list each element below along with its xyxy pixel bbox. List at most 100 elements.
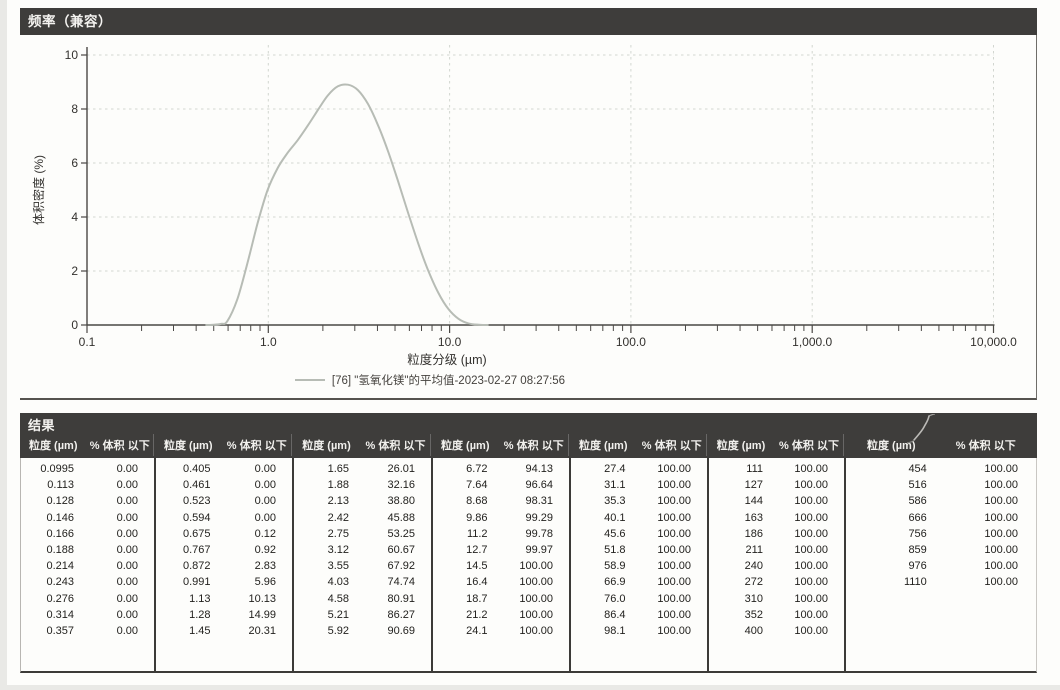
size-cell: 400 xyxy=(744,624,764,637)
table-row: 516 100.00 xyxy=(846,477,1034,493)
size-cell: 0.461 xyxy=(183,479,211,492)
size-cell: 0.243 xyxy=(46,576,75,589)
size-cell: 12.7 xyxy=(466,543,488,556)
pct-cell: 99.97 xyxy=(525,543,553,556)
x-tick-label: 10.0 xyxy=(438,335,462,349)
results-body: 0.0995 0.00 0.113 0.00 0.128 0.00 0.146 0.00 0.1… xyxy=(20,458,1037,673)
results-group: 0.405 0.00 0.461 0.00 0.523 0.00 0.594 0.00 0.67… xyxy=(154,458,292,671)
page-left-edge xyxy=(0,0,7,690)
pct-cell: 53.25 xyxy=(387,527,415,540)
table-row: 6.72 94.13 xyxy=(433,461,569,477)
table-row: 66.9 100.00 xyxy=(571,574,707,590)
frequency-curve xyxy=(205,83,489,326)
size-column-header: 粒度 (µm) xyxy=(302,440,351,452)
size-cell: 454 xyxy=(908,463,927,475)
pct-cell: 45.88 xyxy=(387,511,415,524)
x-tick-label: 10,000.0 xyxy=(970,335,1017,349)
pct-cell: 26.01 xyxy=(387,463,415,475)
size-cell: 976 xyxy=(908,560,927,573)
size-cell: 310 xyxy=(744,592,764,605)
table-row: 310 100.00 xyxy=(709,591,844,607)
pct-cell: 100.00 xyxy=(794,479,828,492)
table-row: 0.461 0.00 xyxy=(156,477,292,493)
size-cell: 0.166 xyxy=(46,527,75,540)
pct-cell: 0.00 xyxy=(116,624,138,637)
pct-cell: 0.12 xyxy=(254,527,276,540)
pct-cell: 100.00 xyxy=(794,592,828,605)
size-cell: 0.113 xyxy=(47,479,75,492)
pct-cell: 100.00 xyxy=(794,608,828,621)
table-row: 352 100.00 xyxy=(709,607,844,623)
table-row: 0.991 5.96 xyxy=(156,574,292,590)
frequency-panel-header: 频率（兼容） xyxy=(20,8,1037,35)
results-group: 0.0995 0.00 0.113 0.00 0.128 0.00 0.146 0.00 0.1… xyxy=(21,458,154,671)
size-cell: 0.872 xyxy=(183,560,211,573)
size-cell: 1.65 xyxy=(327,463,350,475)
pct-cell: 99.78 xyxy=(525,527,553,540)
column-header-group: 粒度 (µm) % 体积 以下 xyxy=(568,434,706,456)
size-cell: 66.9 xyxy=(604,576,626,589)
table-row: 272 100.00 xyxy=(709,574,844,590)
pct-cell: 100.00 xyxy=(794,495,828,508)
pct-cell: 38.80 xyxy=(387,495,415,508)
table-row: 0.767 0.92 xyxy=(156,542,292,558)
size-cell: 3.12 xyxy=(327,543,350,556)
table-row: 0.405 0.00 xyxy=(156,461,292,477)
table-row: 211 100.00 xyxy=(709,542,844,558)
pct-cell: 0.00 xyxy=(116,608,138,621)
x-axis-label: 粒度分级 (µm) xyxy=(407,353,487,367)
size-cell: 666 xyxy=(908,511,927,524)
pct-cell: 100.00 xyxy=(794,543,828,556)
pct-cell: 100.00 xyxy=(794,560,828,573)
pct-cell: 100.00 xyxy=(519,576,553,589)
pct-cell: 0.00 xyxy=(254,511,276,524)
size-cell: 186 xyxy=(744,527,764,540)
table-row: 45.6 100.00 xyxy=(571,526,707,542)
pct-cell: 80.91 xyxy=(387,592,415,605)
x-tick-label: 100.0 xyxy=(616,335,646,349)
table-row: 21.2 100.00 xyxy=(433,607,569,623)
results-panel: 结果 粒度 (µm)% 体积 以下 粒度 (µm)% 体积 以下 粒度 (µm)% … xyxy=(20,413,1037,673)
size-cell: 8.68 xyxy=(466,495,488,508)
pct-cell: 32.16 xyxy=(387,479,415,492)
legend-label: [76] "氢氧化镁"的平均值-2023-02-27 08:27:56 xyxy=(331,375,566,387)
pct-cell: 0.00 xyxy=(116,463,138,475)
table-row: 24.1 100.00 xyxy=(433,623,569,639)
table-row: 1.88 32.16 xyxy=(294,477,431,493)
size-cell: 756 xyxy=(908,527,927,540)
table-row: 0.128 0.00 xyxy=(21,493,154,509)
column-header-group: 粒度 (µm) % 体积 以下 xyxy=(291,434,430,456)
size-column-header: 粒度 (µm) xyxy=(163,440,213,452)
table-row: 8.68 98.31 xyxy=(433,493,569,509)
size-cell: 240 xyxy=(744,560,764,573)
size-cell: 2.75 xyxy=(327,527,350,540)
results-column-headers: 粒度 (µm)% 体积 以下 粒度 (µm)% 体积 以下 粒度 (µm)% 体积 … xyxy=(20,434,1037,456)
table-row: 51.8 100.00 xyxy=(571,542,707,558)
table-row: 144 100.00 xyxy=(709,493,844,509)
size-cell: 6.72 xyxy=(466,463,488,475)
size-cell: 0.523 xyxy=(183,495,211,508)
size-cell: 27.4 xyxy=(604,463,626,475)
pct-cell: 60.67 xyxy=(387,543,415,556)
pct-cell: 20.31 xyxy=(248,624,276,637)
table-row: 0.113 0.00 xyxy=(21,477,154,493)
pct-cell: 100.00 xyxy=(794,527,828,540)
size-cell: 516 xyxy=(908,479,927,492)
table-row: 0.276 0.00 xyxy=(21,591,154,607)
table-row: 98.1 100.00 xyxy=(571,623,707,639)
table-row: 5.92 90.69 xyxy=(294,623,431,639)
pct-cell: 100.00 xyxy=(794,576,828,589)
table-row: 756 100.00 xyxy=(846,526,1034,542)
table-row: 976 100.00 xyxy=(846,558,1034,574)
table-row: 12.7 99.97 xyxy=(433,542,569,558)
size-cell: 586 xyxy=(908,495,927,508)
column-header-group: 粒度 (µm) % 体积 以下 xyxy=(20,434,153,456)
pct-cell: 5.96 xyxy=(254,576,276,589)
y-tick-label: 10 xyxy=(65,48,79,62)
size-cell: 1.88 xyxy=(327,479,350,492)
size-cell: 0.188 xyxy=(46,543,75,556)
table-row: 0.243 0.00 xyxy=(21,574,154,590)
chart-legend: [76] "氢氧化镁"的平均值-2023-02-27 08:27:56 xyxy=(180,372,680,388)
size-cell: 0.0995 xyxy=(40,463,75,475)
results-header-bar: 结果 粒度 (µm)% 体积 以下 粒度 (µm)% 体积 以下 粒度 (µm)% … xyxy=(20,413,1037,458)
